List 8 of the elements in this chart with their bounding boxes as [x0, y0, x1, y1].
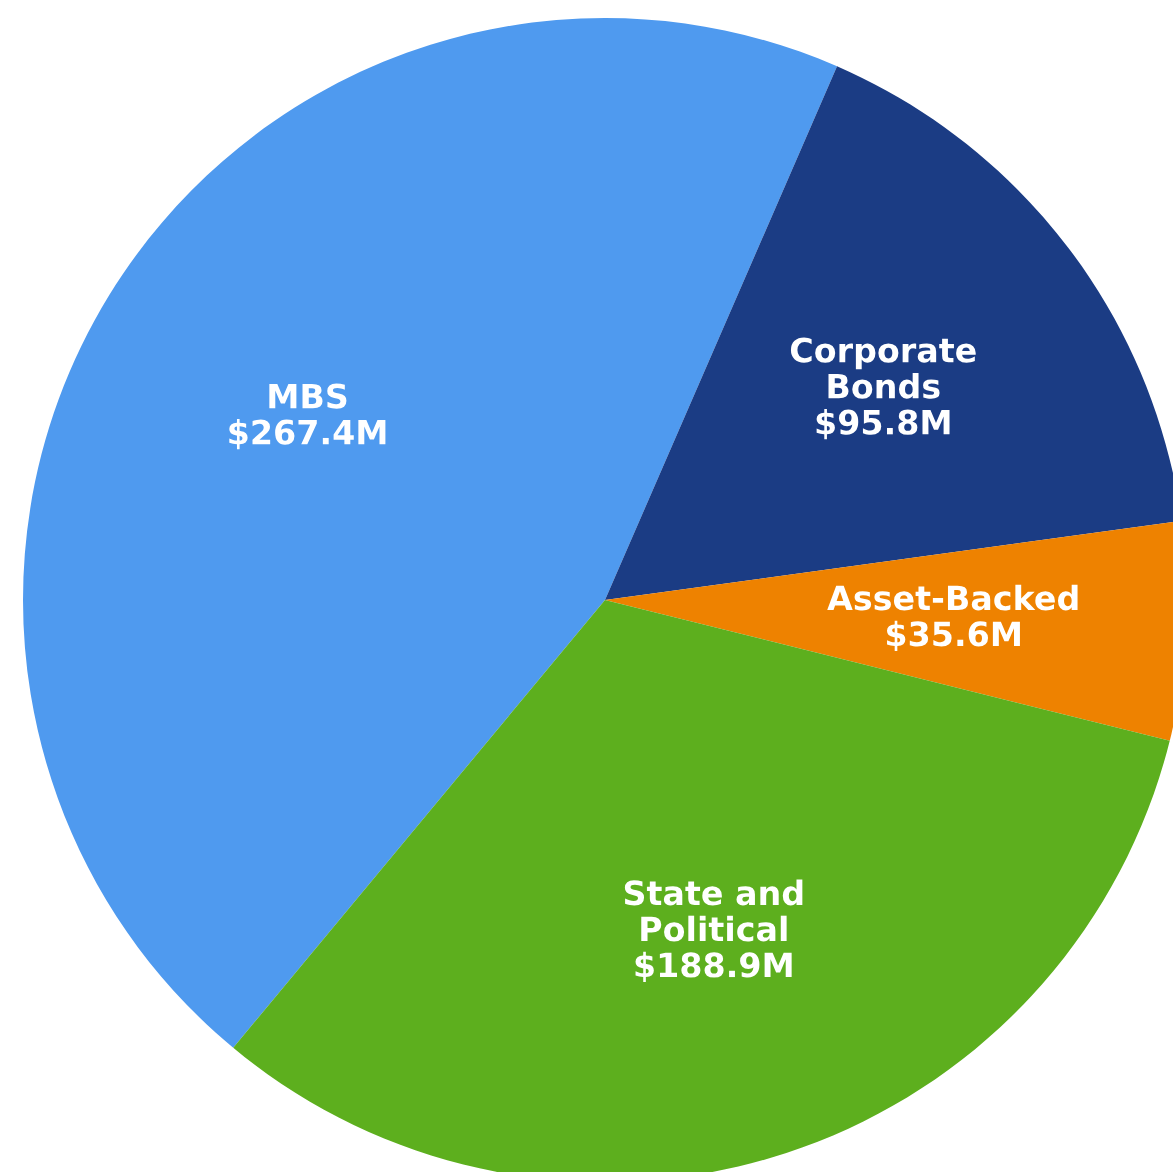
data-label: $267.4M [229, 418, 386, 450]
slice-label: State and Political [624, 879, 803, 942]
data-label: $188.9M [635, 951, 792, 982]
slice-label: Asset-Backed [827, 584, 1078, 611]
slice-label: MBS [269, 383, 347, 409]
data-label: $35.6M [887, 620, 1020, 651]
slice-label: Corporate Bonds [790, 337, 976, 399]
data-label: $95.8M [816, 408, 950, 440]
